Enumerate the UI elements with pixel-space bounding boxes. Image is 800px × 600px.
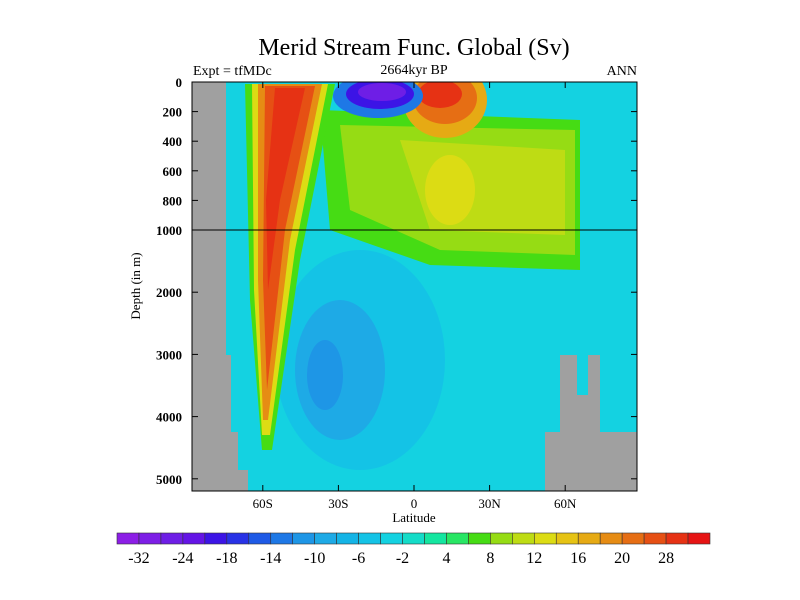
chart-title: Merid Stream Func. Global (Sv) (258, 35, 569, 61)
colorbar-box (116, 532, 140, 545)
subtitle-center: 2664kyr BP (380, 63, 448, 78)
land-arctic (545, 432, 637, 491)
colorbar-box (512, 532, 535, 545)
colorbar-box (621, 532, 645, 545)
x-tick-label: 0 (411, 496, 418, 511)
colorbar-label: -2 (396, 550, 409, 567)
colorbar-label: -24 (172, 550, 193, 567)
land-step (225, 355, 231, 491)
colorbar-label: -32 (128, 550, 149, 567)
colorbar-label: -18 (216, 550, 237, 567)
y-tick-label: 3000 (156, 347, 182, 362)
colorbar-box (226, 532, 250, 545)
colorbar-label: 16 (570, 550, 586, 567)
colorbar-label: 8 (486, 550, 494, 567)
colorbar-box (599, 532, 623, 545)
y-axis-label: Depth (in m) (128, 252, 143, 319)
colorbar-box (336, 532, 359, 545)
land-step (237, 470, 248, 491)
colorbar-box (533, 532, 557, 545)
colorbar-box (204, 532, 228, 545)
colorbar-box (687, 532, 711, 545)
colorbar-label: 12 (526, 550, 542, 567)
colorbar-box (468, 532, 491, 545)
x-axis: 60S 30S 0 30N 60N (253, 82, 577, 511)
subtitle-left: Expt = tfMDc (193, 64, 272, 79)
colorbar-box (138, 532, 162, 545)
colorbar-box (248, 532, 272, 545)
colorbar: -32 -24 -18 -14 -10 -6 -2 4 8 12 16 20 28 (116, 532, 711, 567)
colorbar-box (665, 532, 689, 545)
y-tick-label: 400 (163, 134, 183, 149)
colorbar-box (643, 532, 667, 545)
colorbar-box (577, 532, 601, 545)
colorbar-box (490, 532, 513, 545)
colorbar-box (182, 532, 206, 545)
land-ridge (576, 395, 589, 435)
colorbar-box (314, 532, 337, 545)
y-tick-label: 4000 (156, 410, 182, 425)
colorbar-box (424, 532, 447, 545)
y-tick-label: 1000 (156, 223, 182, 238)
nh-surface-core (418, 82, 462, 108)
y-tick-label: 2000 (156, 285, 182, 300)
colorbar-label: 4 (442, 550, 450, 567)
y-tick-label: 200 (163, 105, 183, 120)
x-tick-label: 60N (554, 496, 577, 511)
neg-surface-core (358, 83, 406, 101)
x-tick-label: 30N (478, 496, 501, 511)
land-antarctica (192, 82, 226, 491)
colorbar-box (555, 532, 579, 545)
subtitle-right: ANN (607, 64, 637, 79)
y-axis: 0 200 400 600 800 1000 2000 3000 4000 5000 (156, 75, 637, 487)
so-cell-core (266, 88, 305, 290)
colorbar-box (292, 532, 315, 545)
x-tick-label: 60S (253, 496, 273, 511)
x-axis-label: Latitude (392, 510, 436, 525)
colorbar-box (358, 532, 381, 545)
land-ridge (588, 355, 600, 435)
land-step (230, 432, 238, 491)
colorbar-label: -10 (304, 550, 325, 567)
colorbar-box (446, 532, 469, 545)
colorbar-label: 20 (614, 550, 630, 567)
upper-cell-core (425, 155, 475, 225)
y-tick-label: 600 (163, 164, 183, 179)
x-tick-label: 30S (328, 496, 348, 511)
colorbar-box (160, 532, 184, 545)
colorbar-label: -6 (352, 550, 365, 567)
colorbar-box (270, 532, 294, 545)
contour-field (192, 82, 637, 491)
colorbar-label: -14 (260, 550, 281, 567)
y-tick-label: 5000 (156, 472, 182, 487)
colorbar-box (380, 532, 403, 545)
colorbar-label: 28 (658, 550, 674, 567)
colorbar-box (402, 532, 425, 545)
y-tick-label: 800 (163, 193, 183, 208)
deep-cell-core (307, 340, 343, 410)
land-ridge (560, 355, 577, 435)
land-mask (192, 82, 637, 491)
y-tick-label: 0 (176, 75, 183, 90)
